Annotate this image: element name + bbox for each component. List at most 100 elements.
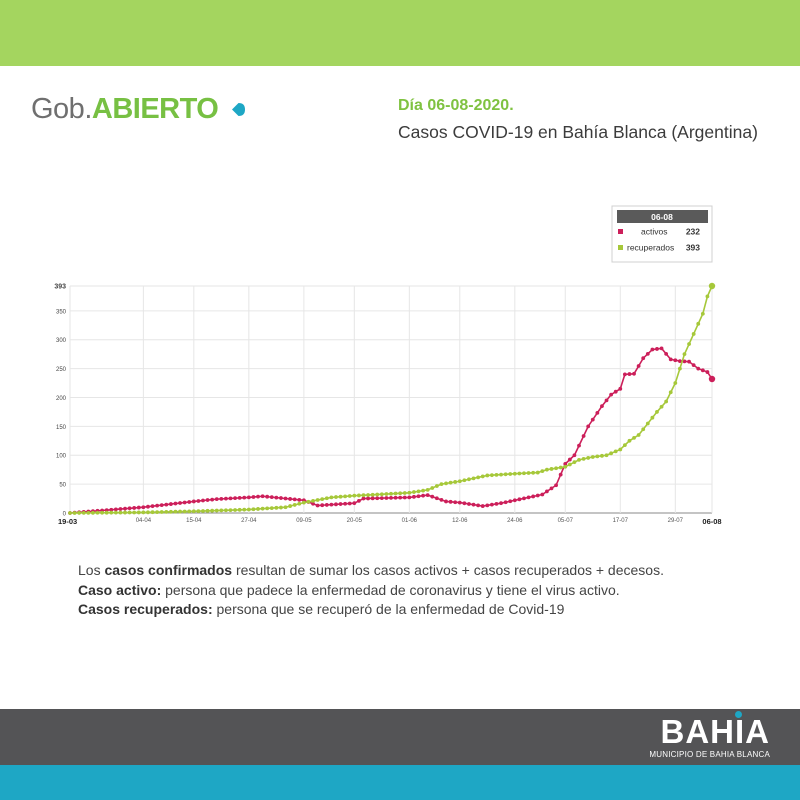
data-point-activos — [471, 502, 476, 507]
data-point-recuperados — [393, 491, 398, 496]
data-point-activos — [407, 495, 412, 500]
page-title: Casos COVID-19 en Bahía Blanca (Argentin… — [398, 122, 758, 142]
data-point-recuperados — [100, 510, 104, 515]
data-point-recuperados — [609, 451, 614, 456]
x-tick-label: 04-04 — [136, 518, 152, 524]
data-point-activos — [237, 495, 242, 500]
data-point-activos — [650, 347, 655, 352]
top-band — [0, 0, 800, 66]
data-point-recuperados — [678, 366, 682, 371]
data-point-activos — [494, 502, 499, 506]
y-tick-label: 393 — [54, 284, 66, 291]
data-point-recuperados — [210, 508, 215, 513]
note-text: persona que se recuperó de la enfermedad… — [212, 601, 565, 617]
data-point-activos — [425, 493, 430, 497]
data-point-recuperados — [554, 466, 558, 471]
data-point-activos — [705, 370, 710, 374]
data-point-activos — [540, 492, 545, 497]
data-point-recuperados — [577, 457, 581, 462]
data-point-activos — [164, 502, 169, 507]
note-bold: casos confirmados — [104, 562, 233, 578]
date-line: Día 06-08-2020. — [398, 97, 514, 114]
data-point-recuperados — [306, 499, 311, 504]
data-point-recuperados — [540, 469, 545, 474]
data-point-activos — [201, 498, 205, 503]
last-point-recuperados — [708, 282, 716, 290]
data-point-recuperados — [95, 510, 100, 515]
x-tick-label: 05-07 — [558, 518, 574, 524]
data-point-activos — [512, 498, 517, 503]
data-point-activos — [687, 359, 691, 364]
logo-bold-text: ABIERTO — [91, 93, 219, 125]
data-point-recuperados — [224, 508, 228, 513]
data-point-activos — [260, 494, 265, 499]
data-point-recuperados — [389, 491, 393, 496]
data-point-activos — [453, 500, 458, 505]
data-point-recuperados — [531, 470, 536, 475]
data-point-recuperados — [72, 511, 77, 515]
x-tick-label: 19-03 — [58, 517, 77, 526]
data-point-recuperados — [485, 473, 490, 478]
data-point-recuperados — [659, 404, 664, 409]
data-point-recuperados — [297, 501, 302, 506]
data-point-activos — [150, 504, 155, 509]
data-point-activos — [691, 363, 696, 368]
data-point-recuperados — [320, 497, 325, 502]
data-point-recuperados — [398, 491, 403, 496]
data-point-activos — [508, 499, 513, 504]
data-point-activos — [352, 501, 357, 506]
drop-icon — [231, 103, 245, 116]
data-point-activos — [434, 496, 439, 501]
data-point-recuperados — [421, 488, 425, 493]
y-tick-label: 250 — [56, 367, 67, 373]
data-point-recuperados — [586, 456, 591, 460]
data-point-recuperados — [109, 510, 114, 515]
data-point-activos — [347, 501, 352, 506]
data-point-recuperados — [301, 500, 306, 505]
data-point-activos — [159, 503, 164, 508]
data-point-recuperados — [457, 479, 462, 484]
data-point-activos — [315, 503, 320, 508]
data-point-activos — [668, 357, 673, 362]
data-point-recuperados — [324, 496, 329, 501]
x-tick-label: 29-07 — [668, 518, 684, 524]
data-point-activos — [531, 494, 536, 499]
data-point-recuperados — [68, 511, 72, 515]
logo-light-text: Gob. — [31, 93, 92, 125]
data-point-activos — [210, 497, 215, 502]
data-point-activos — [191, 499, 196, 504]
data-point-activos — [141, 505, 146, 510]
data-point-recuperados — [136, 510, 141, 515]
x-tick-label: 01-06 — [402, 518, 418, 524]
data-point-activos — [517, 497, 522, 502]
data-point-recuperados — [453, 480, 458, 484]
data-point-recuperados — [508, 472, 513, 476]
data-point-recuperados — [425, 487, 430, 492]
data-point-activos — [343, 501, 348, 506]
y-tick-label: 100 — [56, 454, 67, 460]
x-tick-label: 24-06 — [507, 518, 523, 524]
data-point-activos — [187, 500, 192, 504]
data-point-recuperados — [517, 471, 522, 476]
data-point-activos — [696, 366, 701, 371]
data-point-activos — [535, 493, 540, 498]
data-point-recuperados — [191, 509, 196, 514]
data-point-activos — [357, 498, 361, 503]
x-tick-label: 27-04 — [241, 518, 257, 524]
data-point-activos — [489, 502, 494, 507]
data-point-activos — [416, 494, 421, 499]
data-point-activos — [311, 501, 315, 506]
data-point-recuperados — [187, 509, 192, 514]
data-point-activos — [118, 507, 123, 511]
data-point-activos — [398, 495, 403, 500]
data-point-recuperados — [338, 494, 343, 499]
data-point-recuperados — [347, 494, 352, 498]
data-point-activos — [205, 498, 210, 502]
legend-swatch-activos — [618, 229, 623, 234]
data-point-recuperados — [462, 478, 467, 483]
definitions: Los casos confirmados resultan de sumar … — [78, 561, 664, 620]
data-point-activos — [678, 359, 682, 363]
brand-name: BAHIA — [649, 711, 770, 750]
data-point-activos — [393, 495, 398, 500]
data-point-recuperados — [256, 507, 260, 511]
